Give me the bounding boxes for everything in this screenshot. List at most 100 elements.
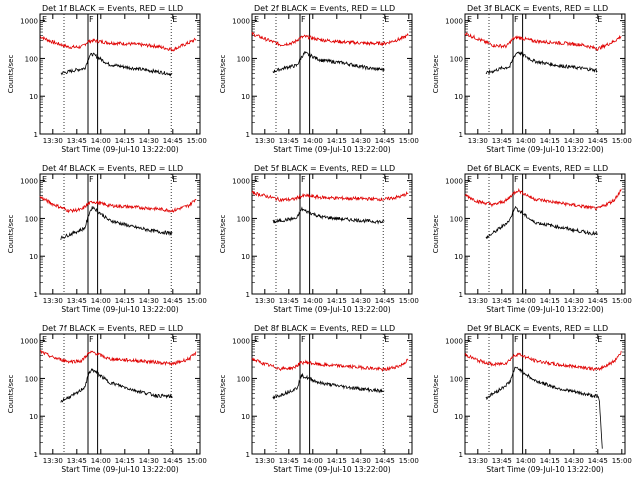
y-axis-label: Counts/sec [432,215,440,254]
marker-label: E [467,15,472,24]
y-axis-label: Counts/sec [432,375,440,414]
plot-frame [251,333,413,455]
y-axis-label: Counts/sec [432,55,440,94]
detector-panel: Det 1f BLACK = Events, RED = LLD Counts/s… [7,4,207,154]
plot-frame [39,173,201,295]
y-tick-label: 10 [241,253,250,261]
y-tick-label: 1000 [232,18,250,26]
x-tick-label: 13:30 [43,137,63,145]
marker-label: F [514,175,519,184]
x-tick-label: 14:30 [351,457,371,465]
y-tick-label: 10 [241,93,250,101]
x-tick-label: 14:00 [303,457,323,465]
y-tick-label: 1000 [445,338,463,346]
detector-panel: Det 7f BLACK = Events, RED = LLD Counts/s… [7,324,207,474]
y-tick-label: 10 [29,413,38,421]
y-tick-label: 100 [237,375,250,383]
x-tick-label: 13:45 [279,137,299,145]
events-series-line [485,205,598,239]
x-tick-label: 15:00 [612,297,632,305]
plot-frame [251,13,413,135]
x-tick-label: 14:15 [540,297,560,305]
detector-panel: Det 2f BLACK = Events, RED = LLD Counts/s… [219,4,419,154]
y-tick-label: 1 [34,131,38,139]
y-tick-label: 1000 [20,178,38,186]
x-tick-label: 14:45 [588,137,608,145]
x-axis-label: Start Time (09-Jul-10 13:22:00) [61,465,178,474]
marker-label: E [42,15,47,24]
chart-title: Det 5f BLACK = Events, RED = LLD [254,164,395,173]
events-series-line [60,52,173,77]
chart-title: Det 7f BLACK = Events, RED = LLD [42,324,183,333]
lld-series-line [464,187,622,211]
y-tick-label: 10 [29,253,38,261]
x-axis-label: Start Time (09-Jul-10 13:22:00) [61,145,178,154]
y-tick-label: 1 [246,451,250,459]
x-tick-label: 14:45 [163,457,183,465]
x-tick-label: 13:30 [43,457,63,465]
x-tick-label: 14:00 [303,297,323,305]
marker-label: E [597,175,602,184]
chart-title: Det 8f BLACK = Events, RED = LLD [254,324,395,333]
lld-series-line [251,357,409,372]
chart-title: Det 2f BLACK = Events, RED = LLD [254,4,395,13]
x-tick-label: 14:15 [540,137,560,145]
x-tick-label: 14:30 [564,137,584,145]
x-tick-label: 14:00 [91,297,111,305]
x-axis-label: Start Time (09-Jul-10 13:22:00) [273,145,390,154]
y-tick-label: 1000 [445,18,463,26]
x-tick-label: 13:30 [468,297,488,305]
plot-frame [39,13,201,135]
plot-frame [39,333,201,455]
x-axis-label: Start Time (09-Jul-10 13:22:00) [273,465,390,474]
y-tick-label: 1 [459,131,463,139]
y-tick-label: 10 [454,93,463,101]
y-tick-label: 100 [25,55,38,63]
y-tick-label: 10 [29,93,38,101]
x-axis-label: Start Time (09-Jul-10 13:22:00) [486,305,603,314]
x-tick-label: 15:00 [187,297,207,305]
detector-panel: Det 4f BLACK = Events, RED = LLD Counts/s… [7,164,207,314]
plot-frame [464,13,626,135]
lld-series-line [39,195,197,214]
y-tick-label: 100 [25,215,38,223]
y-axis-label: Counts/sec [7,215,15,254]
y-axis-label: Counts/sec [7,375,15,414]
x-tick-label: 14:00 [516,137,536,145]
x-tick-label: 13:45 [279,457,299,465]
x-tick-label: 14:30 [564,457,584,465]
x-tick-label: 14:15 [327,297,347,305]
marker-label: F [514,15,519,24]
marker-label: E [384,175,389,184]
chart-title: Det 9f BLACK = Events, RED = LLD [467,324,608,333]
lld-series-line [39,350,197,367]
x-tick-label: 15:00 [399,137,419,145]
marker-label: F [301,175,306,184]
x-tick-label: 13:45 [67,297,87,305]
events-series-line [272,206,385,225]
marker-label: E [42,335,47,344]
marker-label: F [89,175,94,184]
y-axis-label: Counts/sec [7,55,15,94]
y-tick-label: 10 [454,253,463,261]
marker-label: E [42,175,47,184]
x-tick-label: 14:45 [588,297,608,305]
y-tick-label: 100 [237,55,250,63]
x-tick-label: 13:30 [468,137,488,145]
y-tick-label: 1000 [20,338,38,346]
detector-panel: Det 3f BLACK = Events, RED = LLD Counts/s… [432,4,632,154]
y-axis-label: Counts/sec [219,215,227,254]
x-tick-label: 15:00 [612,137,632,145]
detector-panel: Det 5f BLACK = Events, RED = LLD Counts/s… [219,164,419,314]
x-axis-label: Start Time (09-Jul-10 13:22:00) [486,145,603,154]
detector-panel: Det 9f BLACK = Events, RED = LLD Counts/s… [432,324,632,474]
chart-title: Det 1f BLACK = Events, RED = LLD [42,4,183,13]
x-tick-label: 14:15 [327,457,347,465]
x-tick-label: 13:30 [468,457,488,465]
x-tick-label: 15:00 [612,457,632,465]
events-series-line [60,206,173,240]
x-tick-label: 14:30 [139,297,159,305]
y-tick-label: 1000 [445,178,463,186]
y-tick-label: 100 [450,55,463,63]
chart-title: Det 3f BLACK = Events, RED = LLD [467,4,608,13]
